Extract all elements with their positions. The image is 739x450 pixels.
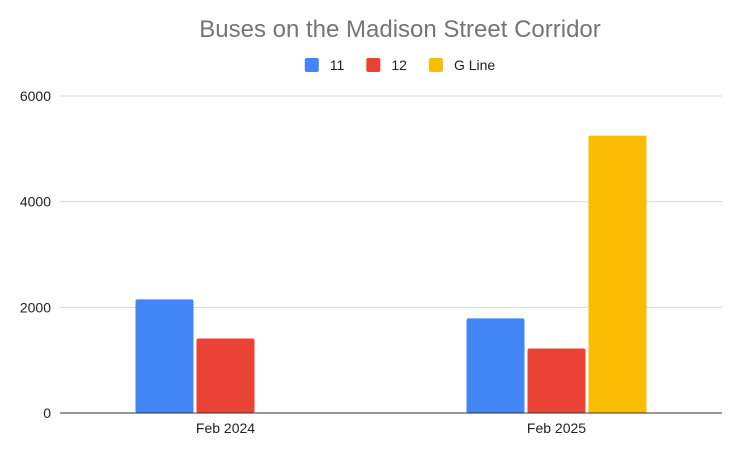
bar-12-feb-2025 bbox=[527, 348, 586, 413]
chart-title: Buses on the Madison Street Corridor bbox=[199, 16, 601, 43]
legend: 11 12 G Line bbox=[304, 57, 495, 73]
bar-11-feb-2025 bbox=[466, 318, 525, 413]
y-axis: 0 2000 4000 6000 bbox=[20, 88, 51, 421]
legend-label: 12 bbox=[391, 57, 407, 73]
legend-swatch bbox=[428, 58, 443, 72]
y-tick-label: 2000 bbox=[20, 299, 51, 315]
x-tick-label: Feb 2024 bbox=[196, 420, 255, 436]
bar-12-feb-2024 bbox=[196, 338, 255, 413]
legend-swatch bbox=[366, 58, 381, 72]
legend-swatch bbox=[304, 58, 319, 72]
y-tick-label: 6000 bbox=[20, 88, 51, 104]
bar-g-line-feb-2025 bbox=[588, 135, 647, 413]
y-tick-label: 0 bbox=[43, 405, 51, 421]
bar-11-feb-2024 bbox=[135, 299, 194, 413]
legend-label: G Line bbox=[454, 57, 495, 73]
bars bbox=[135, 135, 647, 413]
legend-label: 11 bbox=[330, 57, 345, 73]
x-axis: Feb 2024 Feb 2025 bbox=[60, 412, 722, 436]
x-tick-label: Feb 2025 bbox=[527, 420, 586, 436]
y-tick-label: 4000 bbox=[20, 194, 51, 210]
